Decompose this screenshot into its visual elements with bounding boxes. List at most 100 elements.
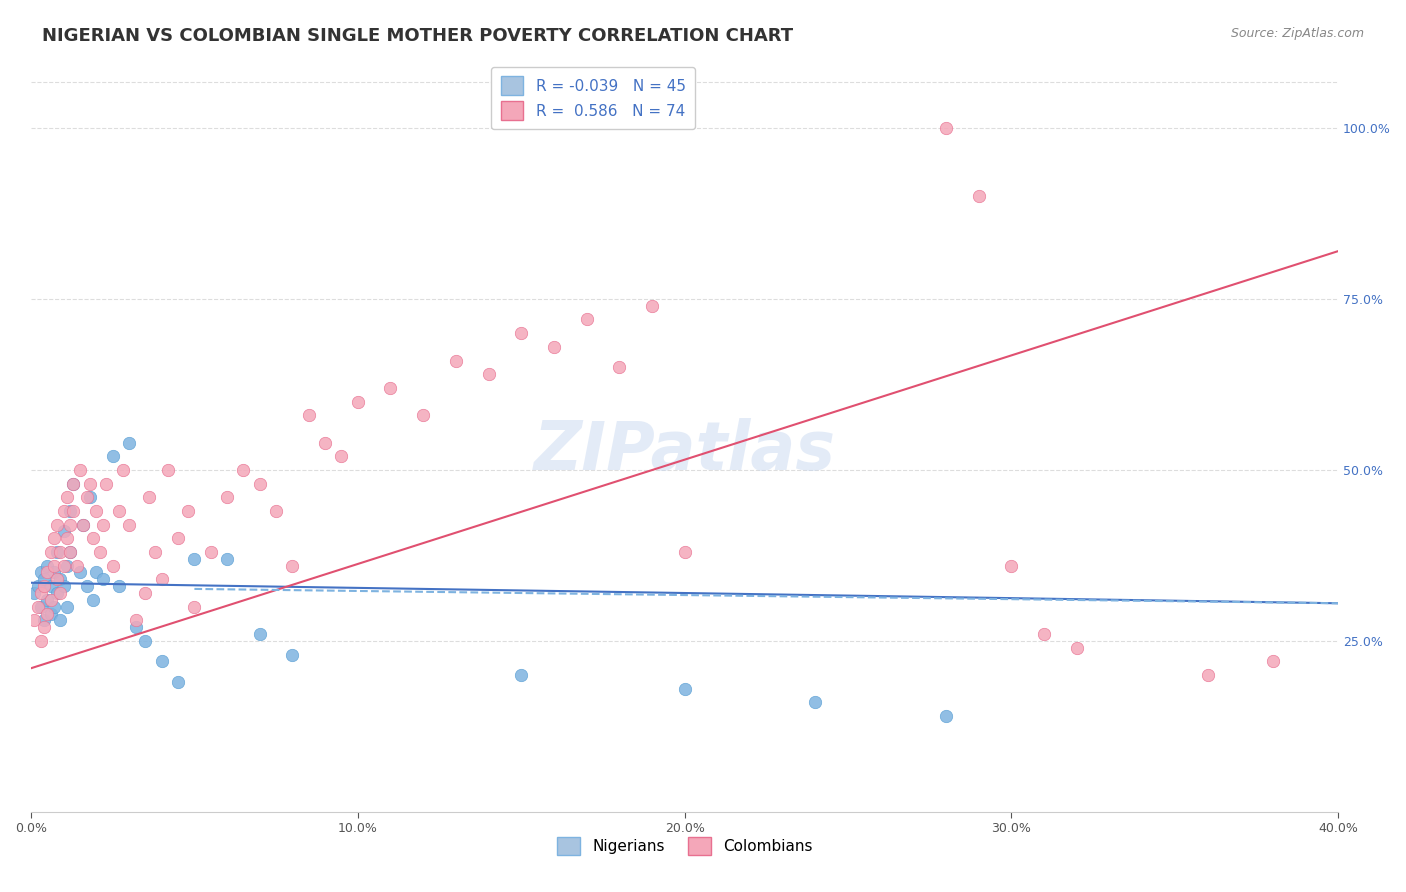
Point bbox=[177, 504, 200, 518]
Point bbox=[935, 120, 957, 135]
Point bbox=[46, 545, 69, 559]
Point bbox=[62, 476, 84, 491]
Point bbox=[96, 476, 118, 491]
Point bbox=[157, 463, 180, 477]
Point bbox=[30, 599, 52, 614]
Point bbox=[330, 449, 353, 463]
Point bbox=[27, 599, 49, 614]
Point bbox=[32, 613, 55, 627]
Point bbox=[72, 517, 94, 532]
Text: ZIPatlas: ZIPatlas bbox=[534, 417, 835, 483]
Point bbox=[82, 592, 104, 607]
Text: Source: ZipAtlas.com: Source: ZipAtlas.com bbox=[1230, 27, 1364, 40]
Point bbox=[69, 463, 91, 477]
Point bbox=[89, 545, 111, 559]
Point bbox=[641, 299, 664, 313]
Point bbox=[42, 531, 65, 545]
Point bbox=[56, 531, 79, 545]
Point bbox=[37, 566, 59, 580]
Point bbox=[42, 566, 65, 580]
Point bbox=[380, 381, 402, 395]
Point bbox=[167, 531, 190, 545]
Point bbox=[39, 607, 62, 621]
Point bbox=[49, 545, 72, 559]
Point bbox=[59, 504, 82, 518]
Point bbox=[49, 586, 72, 600]
Point bbox=[46, 572, 69, 586]
Point bbox=[27, 579, 49, 593]
Point bbox=[281, 558, 304, 573]
Point bbox=[37, 607, 59, 621]
Text: NIGERIAN VS COLOMBIAN SINGLE MOTHER POVERTY CORRELATION CHART: NIGERIAN VS COLOMBIAN SINGLE MOTHER POVE… bbox=[42, 27, 793, 45]
Point bbox=[46, 517, 69, 532]
Point bbox=[314, 435, 336, 450]
Point bbox=[183, 599, 205, 614]
Point bbox=[22, 586, 45, 600]
Point bbox=[412, 408, 434, 422]
Point bbox=[444, 353, 467, 368]
Point bbox=[79, 476, 101, 491]
Point bbox=[1066, 640, 1088, 655]
Point bbox=[281, 648, 304, 662]
Point bbox=[32, 620, 55, 634]
Point bbox=[935, 709, 957, 723]
Point bbox=[72, 517, 94, 532]
Point bbox=[118, 435, 141, 450]
Point bbox=[59, 545, 82, 559]
Point bbox=[22, 613, 45, 627]
Point bbox=[1033, 627, 1056, 641]
Point bbox=[52, 524, 75, 539]
Point bbox=[543, 340, 565, 354]
Point bbox=[477, 367, 499, 381]
Point bbox=[59, 545, 82, 559]
Point bbox=[138, 490, 160, 504]
Point bbox=[86, 504, 108, 518]
Point bbox=[62, 504, 84, 518]
Point bbox=[46, 586, 69, 600]
Point bbox=[76, 579, 98, 593]
Point bbox=[232, 463, 254, 477]
Point bbox=[86, 566, 108, 580]
Point bbox=[39, 545, 62, 559]
Point bbox=[39, 592, 62, 607]
Point bbox=[200, 545, 222, 559]
Point bbox=[69, 566, 91, 580]
Point bbox=[510, 326, 533, 340]
Point bbox=[66, 558, 89, 573]
Point bbox=[32, 579, 55, 593]
Point bbox=[298, 408, 321, 422]
Point bbox=[76, 490, 98, 504]
Point bbox=[167, 674, 190, 689]
Point bbox=[49, 613, 72, 627]
Point bbox=[264, 504, 287, 518]
Point bbox=[79, 490, 101, 504]
Point bbox=[217, 551, 239, 566]
Point bbox=[804, 695, 827, 709]
Point bbox=[217, 490, 239, 504]
Point bbox=[673, 545, 696, 559]
Point bbox=[52, 579, 75, 593]
Point bbox=[143, 545, 166, 559]
Point bbox=[101, 449, 124, 463]
Point bbox=[510, 668, 533, 682]
Point bbox=[673, 681, 696, 696]
Point bbox=[124, 620, 146, 634]
Point bbox=[111, 463, 134, 477]
Point bbox=[62, 476, 84, 491]
Point bbox=[1000, 558, 1022, 573]
Point bbox=[150, 572, 173, 586]
Point bbox=[967, 189, 990, 203]
Point bbox=[42, 599, 65, 614]
Legend: Nigerians, Colombians: Nigerians, Colombians bbox=[548, 828, 821, 864]
Point bbox=[101, 558, 124, 573]
Point bbox=[183, 551, 205, 566]
Point bbox=[575, 312, 598, 326]
Point bbox=[39, 579, 62, 593]
Point bbox=[42, 558, 65, 573]
Point bbox=[124, 613, 146, 627]
Point bbox=[91, 517, 114, 532]
Point bbox=[30, 633, 52, 648]
Point bbox=[607, 360, 630, 375]
Point bbox=[118, 517, 141, 532]
Point bbox=[1261, 654, 1284, 668]
